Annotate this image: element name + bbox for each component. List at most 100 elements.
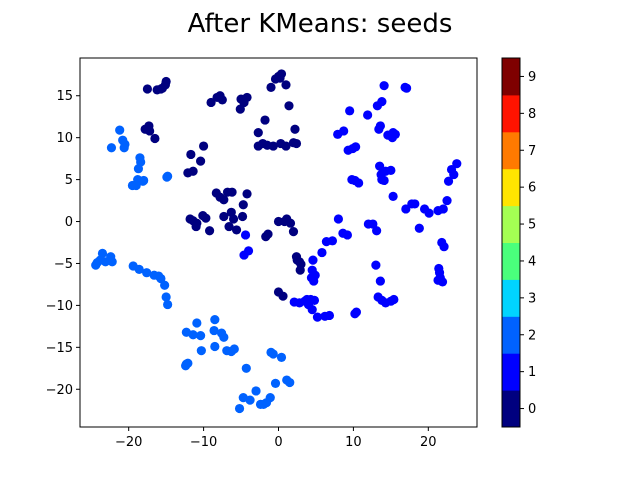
scatter-point (379, 81, 389, 91)
y-tick-label: 0 (65, 215, 73, 230)
colorbar-tick-label: 7 (528, 144, 536, 159)
scatter-point (375, 276, 385, 286)
scatter-point (291, 138, 302, 149)
scatter-point (263, 229, 273, 239)
y-tick-label: −20 (46, 383, 73, 398)
scatter-point (229, 344, 239, 354)
scatter-point (276, 138, 286, 149)
scatter-point (401, 83, 412, 93)
scatter-point (371, 260, 381, 270)
scatter-point (161, 76, 171, 87)
colorbar-tick-label: 5 (528, 218, 536, 233)
scatter-point (276, 69, 287, 79)
scatter-point (127, 180, 138, 191)
scatter-point (142, 84, 153, 94)
scatter-point (278, 291, 288, 301)
x-tick-label: 20 (420, 435, 437, 450)
scatter-point (241, 363, 251, 373)
scatter-point (324, 310, 335, 321)
scatter-point (119, 143, 129, 153)
scatter-point (345, 106, 355, 116)
scatter-point (270, 74, 281, 84)
scatter-point (142, 268, 152, 278)
scatter-point (181, 361, 191, 371)
scatter-point (375, 161, 385, 171)
scatter-point (150, 133, 160, 144)
scatter-point (268, 141, 278, 151)
scatter-point (210, 315, 220, 325)
y-tick-label: 5 (65, 173, 73, 188)
colorbar-tick-label: 8 (528, 107, 536, 122)
scatter-point (354, 178, 364, 188)
scatter-point (242, 189, 252, 199)
scatter-point (97, 248, 108, 258)
scatter-point (237, 211, 248, 222)
colorbar-tick-label: 4 (528, 254, 536, 269)
scatter-point (251, 386, 261, 396)
scatter-point (290, 124, 300, 134)
colorbar: 0 1 2 3 4 5 6 7 8 9 (501, 57, 536, 428)
scatter-point (152, 85, 162, 95)
colorbar-segment (502, 168, 520, 207)
scatter-point (389, 294, 399, 305)
scatter-point (351, 307, 361, 317)
scatter-point (186, 149, 196, 160)
colorbar-segment (502, 205, 520, 243)
scatter-point (368, 219, 378, 229)
scatter-point (106, 252, 116, 262)
scatter-point (443, 176, 454, 186)
scatter-point (188, 166, 198, 176)
scatter-point (224, 221, 234, 232)
scatter-point (410, 199, 420, 209)
scatter-point (363, 110, 373, 120)
scatter-point (312, 312, 323, 322)
scatter-point (210, 341, 220, 352)
scatter-point (240, 230, 251, 240)
scatter-point (211, 188, 221, 198)
scatter-point (238, 200, 248, 210)
scatter-point (115, 125, 125, 135)
scatter-point (138, 176, 148, 186)
scatter-point (253, 128, 263, 138)
scatter-point (217, 95, 227, 105)
scatter-point (449, 169, 459, 180)
scatter-point (437, 277, 448, 287)
scatter-point (377, 97, 387, 107)
scatter-point (163, 299, 173, 310)
scatter-point (424, 208, 434, 218)
x-tick-label: −10 (190, 435, 217, 450)
scatter-point (245, 395, 255, 405)
cluster-1-points (239, 81, 462, 322)
scatter-point (219, 195, 229, 205)
scatter-point (235, 104, 245, 114)
y-tick-label: 10 (56, 131, 73, 146)
scatter-point (260, 115, 270, 125)
scatter-point (281, 80, 291, 90)
scatter-point (239, 250, 249, 260)
scatter-point (377, 175, 387, 185)
scatter-point (192, 318, 202, 328)
scatter-point (253, 141, 263, 151)
scatter-point (162, 172, 172, 182)
x-tick-label: −20 (115, 435, 142, 450)
scatter-point (307, 304, 317, 315)
scatter-point (317, 247, 327, 258)
colorbar-segment (502, 58, 520, 96)
scatter-point (106, 143, 117, 153)
scatter-point (288, 227, 299, 237)
scatter-point (219, 211, 229, 222)
scatter-point (242, 92, 252, 103)
scatter-point (285, 218, 296, 228)
colorbar-tick-label: 3 (528, 291, 536, 306)
scatter-point (196, 156, 206, 166)
colorbar-segment (502, 353, 520, 391)
scatter-point (351, 142, 361, 152)
scatter-point (266, 82, 276, 92)
scatter-point (188, 216, 198, 226)
colorbar-segment (502, 242, 520, 280)
scatter-point (227, 187, 237, 197)
scatter-point (414, 223, 424, 233)
colorbar-tick-label: 6 (528, 181, 536, 196)
x-tick-label: 0 (274, 435, 282, 450)
scatter-point (388, 191, 398, 201)
